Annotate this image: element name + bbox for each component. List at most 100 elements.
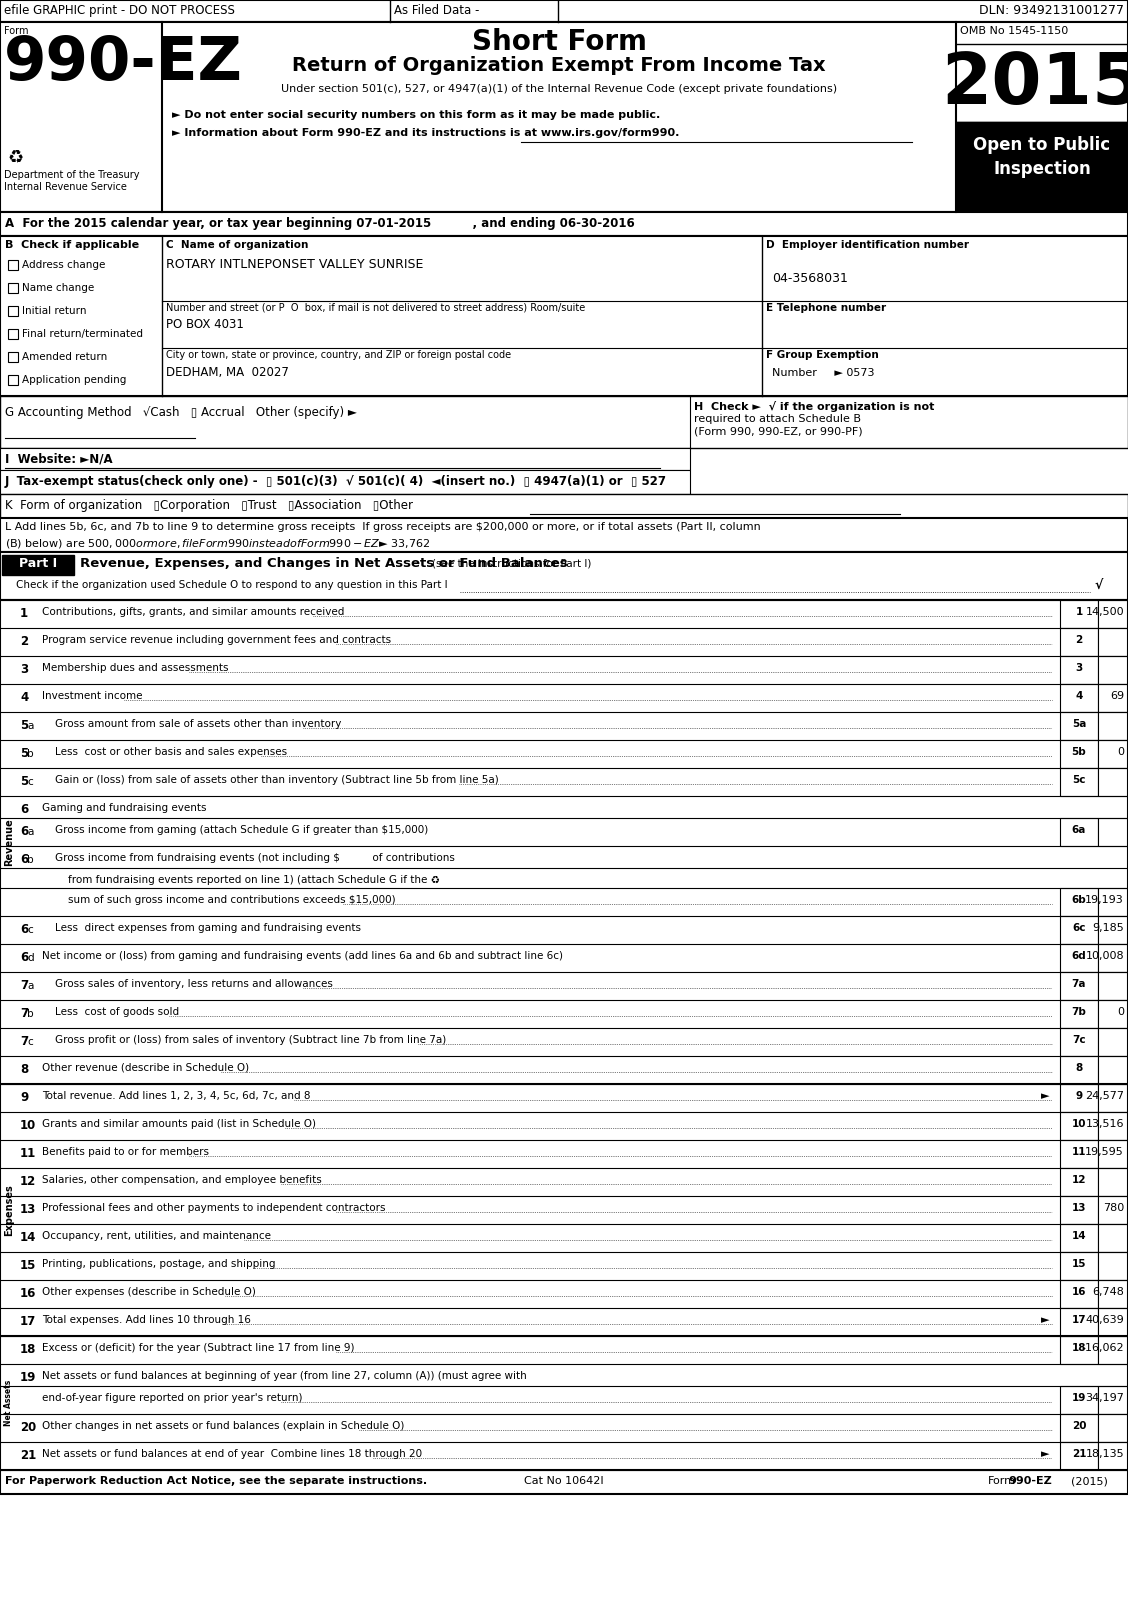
Text: D  Employer identification number: D Employer identification number	[766, 240, 969, 250]
Text: 990-EZ: 990-EZ	[1008, 1475, 1051, 1486]
Text: Less  direct expenses from gaming and fundraising events: Less direct expenses from gaming and fun…	[55, 923, 361, 933]
Bar	[1098, 1112, 1128, 1139]
Text: 4: 4	[1075, 691, 1083, 700]
Text: √: √	[1095, 579, 1103, 592]
Text: Number and street (or P  O  box, if mail is not delivered to street address) Roo: Number and street (or P O box, if mail i…	[166, 303, 585, 313]
Text: 18: 18	[20, 1343, 36, 1356]
Text: K  Form of organization   ▯Corporation   ▯Trust   ▯Association   ▯Other: K Form of organization ▯Corporation ▯Tru…	[5, 499, 413, 512]
Text: 7: 7	[20, 980, 28, 993]
Bar	[8, 352, 18, 362]
Text: Other changes in net assets or fund balances (explain in Schedule O): Other changes in net assets or fund bala…	[42, 1420, 404, 1432]
Bar	[2, 555, 74, 575]
Text: efile GRAPHIC print - DO NOT PROCESS: efile GRAPHIC print - DO NOT PROCESS	[5, 3, 235, 18]
Bar	[1098, 739, 1128, 768]
Text: 19: 19	[1072, 1393, 1086, 1403]
Text: 6b: 6b	[1072, 896, 1086, 905]
Text: 6,748: 6,748	[1092, 1286, 1123, 1298]
Text: 2015: 2015	[942, 50, 1128, 119]
Bar	[1060, 1307, 1098, 1336]
Text: L Add lines 5b, 6c, and 7b to line 9 to determine gross receipts  If gross recei: L Add lines 5b, 6c, and 7b to line 9 to …	[5, 521, 760, 533]
Text: -16,062: -16,062	[1082, 1343, 1123, 1353]
Text: 9: 9	[20, 1091, 28, 1104]
Text: Program service revenue including government fees and contracts: Program service revenue including govern…	[42, 634, 391, 646]
Text: c: c	[27, 1038, 33, 1047]
Bar	[1098, 1085, 1128, 1112]
Text: Grants and similar amounts paid (list in Schedule O): Grants and similar amounts paid (list in…	[42, 1119, 316, 1130]
Bar	[1060, 739, 1098, 768]
Bar	[1098, 1056, 1128, 1085]
Text: 780: 780	[1103, 1202, 1123, 1214]
Text: 2: 2	[20, 634, 28, 647]
Text: C  Name of organization: C Name of organization	[166, 240, 308, 250]
Text: 17: 17	[1072, 1315, 1086, 1325]
Text: ROTARY INTLNEPONSET VALLEY SUNRISE: ROTARY INTLNEPONSET VALLEY SUNRISE	[166, 258, 423, 271]
Text: 8: 8	[20, 1064, 28, 1077]
Bar	[1098, 1196, 1128, 1223]
Bar	[1098, 712, 1128, 739]
Text: 7: 7	[20, 1007, 28, 1020]
Bar	[1098, 1139, 1128, 1169]
Bar	[1098, 944, 1128, 972]
Text: (see the instructions for Part I): (see the instructions for Part I)	[432, 558, 591, 570]
Text: Amended return: Amended return	[23, 352, 107, 362]
Text: Form: Form	[5, 26, 28, 36]
Text: 1: 1	[1075, 607, 1083, 617]
Text: 5b: 5b	[1072, 747, 1086, 757]
Text: A  For the 2015 calendar year, or tax year beginning 07-01-2015          , and e: A For the 2015 calendar year, or tax yea…	[5, 216, 635, 231]
Bar	[8, 282, 18, 294]
Text: City or town, state or province, country, and ZIP or foreign postal code: City or town, state or province, country…	[166, 350, 511, 360]
Text: 10: 10	[1072, 1119, 1086, 1130]
Text: 6c: 6c	[1073, 923, 1086, 933]
Text: 11: 11	[20, 1148, 36, 1160]
Text: Short Form: Short Form	[472, 27, 646, 56]
Text: I  Website: ►N/A: I Website: ►N/A	[5, 452, 113, 465]
Text: Address change: Address change	[23, 260, 105, 270]
Text: 8: 8	[1075, 1064, 1083, 1073]
Text: 6a: 6a	[1072, 825, 1086, 834]
Text: Internal Revenue Service: Internal Revenue Service	[5, 182, 126, 192]
Text: 69: 69	[1110, 691, 1123, 700]
Text: Open to Public: Open to Public	[973, 136, 1111, 153]
Text: Gaming and fundraising events: Gaming and fundraising events	[42, 804, 206, 813]
Text: c: c	[27, 776, 33, 788]
Text: 7b: 7b	[1072, 1007, 1086, 1017]
Bar	[0, 494, 1128, 518]
Text: 5: 5	[20, 775, 28, 788]
Bar	[0, 1470, 1128, 1495]
Text: G Accounting Method   √Cash   ▯ Accrual   Other (specify) ►: G Accounting Method √Cash ▯ Accrual Othe…	[5, 407, 356, 420]
Text: 6: 6	[20, 923, 28, 936]
Text: 6: 6	[20, 825, 28, 838]
Bar	[1060, 1414, 1098, 1441]
Text: Membership dues and assessments: Membership dues and assessments	[42, 663, 229, 673]
Bar	[1060, 1223, 1098, 1252]
Text: Number     ► 0573: Number ► 0573	[772, 368, 874, 378]
Bar	[1060, 1056, 1098, 1085]
Text: Revenue: Revenue	[5, 818, 14, 865]
Bar	[1060, 944, 1098, 972]
Text: Expenses: Expenses	[5, 1185, 14, 1236]
Text: Check if the organization used Schedule O to respond to any question in this Par: Check if the organization used Schedule …	[16, 579, 448, 591]
Text: 18: 18	[1072, 1343, 1086, 1353]
Text: 15: 15	[1072, 1259, 1086, 1269]
Text: Gross income from gaming (attach Schedule G if greater than $15,000): Gross income from gaming (attach Schedul…	[55, 825, 429, 834]
Text: 6: 6	[20, 854, 28, 867]
Text: Application pending: Application pending	[23, 374, 126, 386]
Bar	[1060, 1196, 1098, 1223]
Bar	[1098, 1307, 1128, 1336]
Bar	[1098, 684, 1128, 712]
Text: Salaries, other compensation, and employee benefits: Salaries, other compensation, and employ…	[42, 1175, 321, 1185]
Text: 7a: 7a	[1072, 980, 1086, 989]
Text: Inspection: Inspection	[993, 160, 1091, 178]
Text: Return of Organization Exempt From Income Tax: Return of Organization Exempt From Incom…	[292, 56, 826, 74]
Text: 3: 3	[1075, 663, 1083, 673]
Text: Occupancy, rent, utilities, and maintenance: Occupancy, rent, utilities, and maintena…	[42, 1231, 271, 1241]
Text: 6: 6	[20, 804, 28, 817]
Bar	[1098, 1028, 1128, 1056]
Bar	[1060, 1112, 1098, 1139]
Bar	[0, 518, 1128, 552]
Text: 4: 4	[20, 691, 28, 704]
Text: Gross sales of inventory, less returns and allowances: Gross sales of inventory, less returns a…	[55, 980, 333, 989]
Bar	[1060, 972, 1098, 1001]
Text: 24,577: 24,577	[1085, 1091, 1123, 1101]
Text: 6: 6	[20, 951, 28, 964]
